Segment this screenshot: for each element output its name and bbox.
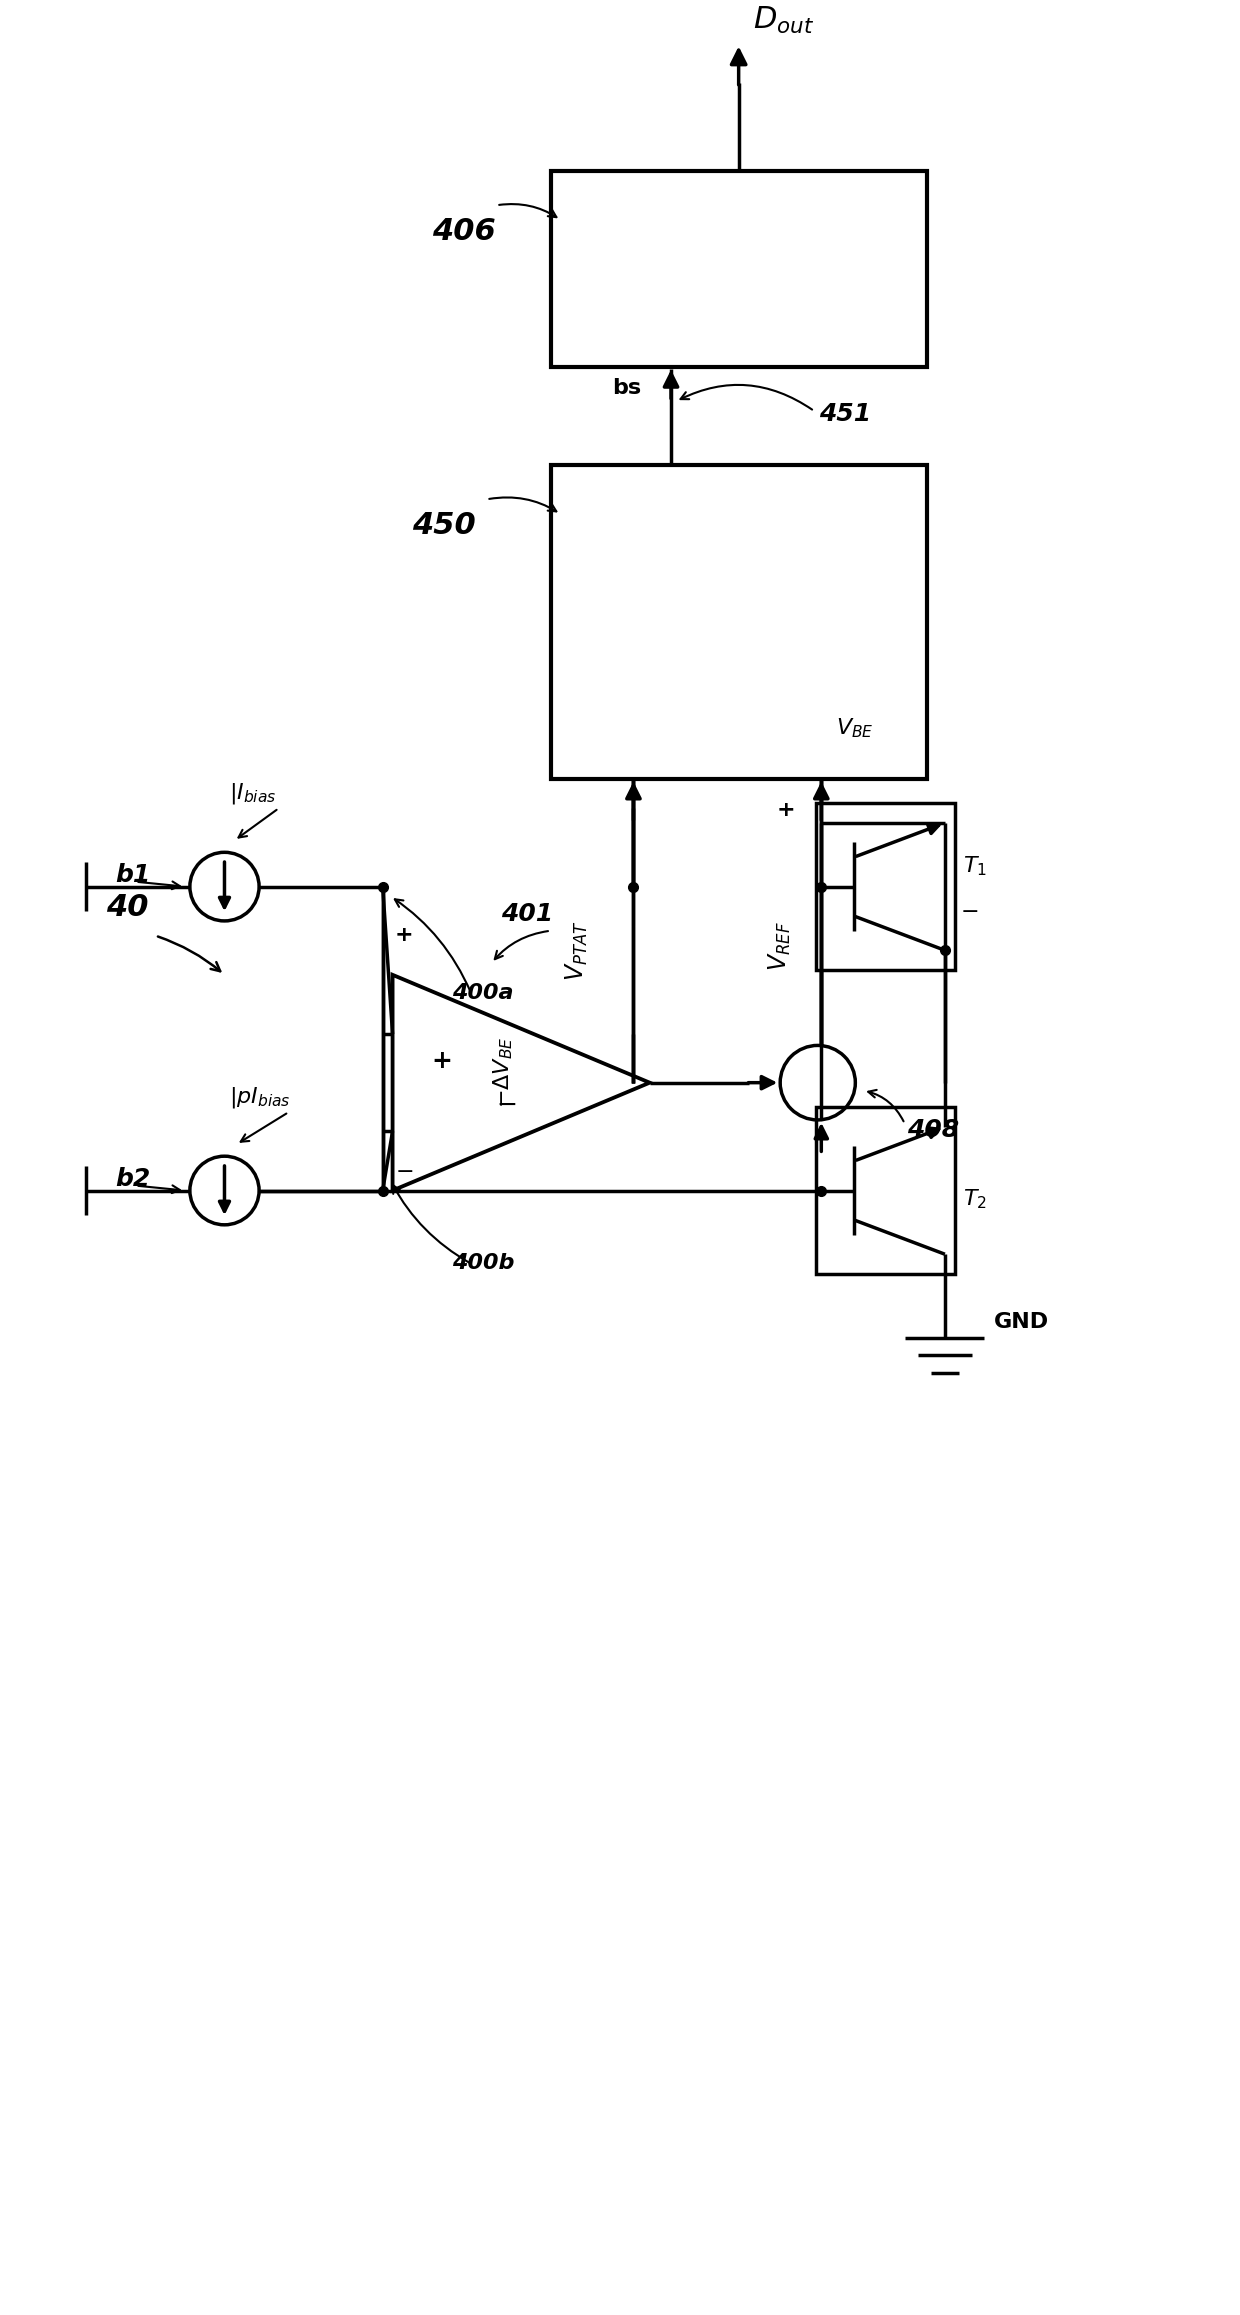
Text: $-\Delta V_{BE}$: $-\Delta V_{BE}$ (491, 1037, 515, 1109)
Text: 40: 40 (105, 894, 149, 921)
Text: $V_{REF}$: $V_{REF}$ (766, 921, 794, 972)
Text: GND: GND (994, 1313, 1049, 1331)
Text: 401: 401 (501, 903, 553, 926)
Text: $V_{PTAT}$: $V_{PTAT}$ (564, 921, 590, 982)
Text: $-$: $-$ (496, 1093, 516, 1116)
Text: $-$: $-$ (960, 901, 978, 919)
Text: $|I_{bias}$: $|I_{bias}$ (229, 780, 277, 806)
Text: $T_1$: $T_1$ (962, 854, 987, 877)
Bar (551, 465, 926, 778)
Text: +: + (776, 801, 795, 820)
Text: $T_2$: $T_2$ (962, 1188, 987, 1211)
Bar (551, 171, 926, 368)
Text: +: + (394, 924, 413, 945)
Bar (816, 803, 955, 970)
Text: $V_{BE}$: $V_{BE}$ (836, 718, 874, 741)
Text: 406: 406 (432, 218, 496, 245)
Text: bs: bs (611, 377, 641, 398)
Text: 451: 451 (820, 403, 872, 426)
Text: $D_{out}$: $D_{out}$ (754, 5, 815, 37)
Text: 400b: 400b (451, 1252, 515, 1273)
Text: $|pI_{bias}$: $|pI_{bias}$ (229, 1086, 291, 1109)
Text: b2: b2 (115, 1167, 151, 1190)
Text: 408: 408 (906, 1118, 959, 1141)
Text: b1: b1 (115, 863, 151, 887)
Bar (816, 1107, 955, 1273)
Text: 400a: 400a (451, 984, 513, 1002)
Text: 450: 450 (413, 512, 476, 539)
Text: +: + (432, 1049, 453, 1074)
Text: $-$: $-$ (394, 1160, 413, 1181)
